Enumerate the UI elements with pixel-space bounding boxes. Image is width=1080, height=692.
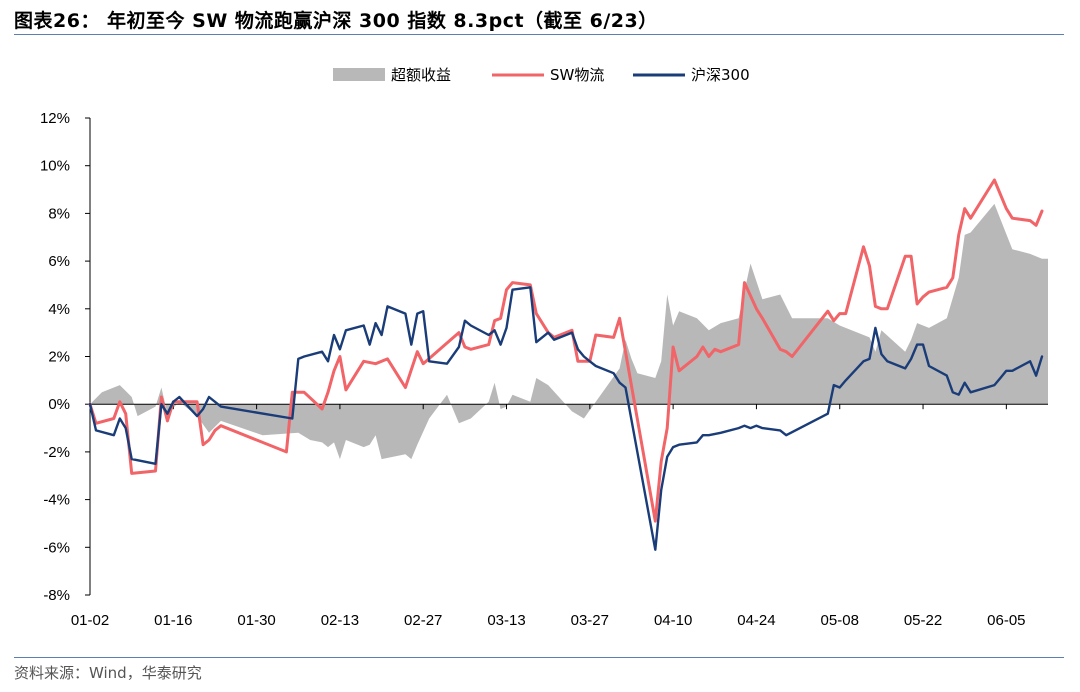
sw-logistics-line (88, 178, 1044, 523)
x-tick-label: 01-30 (237, 612, 275, 629)
x-tick-label: 01-02 (71, 612, 109, 629)
x-tick-label: 04-10 (654, 612, 692, 629)
legend-label: 超额收益 (391, 66, 451, 84)
area-layer (90, 203, 1048, 460)
x-tick-label: 06-05 (987, 612, 1025, 629)
excess-return-area (90, 203, 1048, 460)
y-tick-label: 10% (40, 158, 70, 175)
figure-title: 图表26： 年初至今 SW 物流跑赢沪深 300 指数 8.3pct（截至 6/… (14, 10, 658, 32)
legend-excess: 超额收益 (333, 66, 451, 84)
y-tick-label: -4% (43, 492, 70, 509)
legend-label: SW物流 (550, 66, 604, 84)
y-tick-label: 4% (48, 301, 70, 318)
y-tick-label: 2% (48, 349, 70, 366)
x-tick-label: 04-24 (737, 612, 775, 629)
y-tick-label: 6% (48, 253, 70, 270)
legend-hs300: 沪深300 (633, 66, 750, 84)
x-tick-label: 05-08 (821, 612, 859, 629)
y-tick-label: -8% (43, 587, 70, 604)
legend-swatch (333, 68, 385, 81)
chart-legend: 超额收益 SW物流 沪深300 (333, 66, 750, 84)
footer-rule (14, 657, 1064, 658)
y-tick-label: -6% (43, 539, 70, 556)
excess-return-chart: 12% 10% 8% 6% 4% 2% 0% -2% -4% -6% -8%01-02 01-16 01… (40, 66, 1048, 629)
legend-sw: SW物流 (492, 66, 604, 84)
y-tick-label: 8% (48, 205, 70, 222)
x-tick-label: 02-13 (321, 612, 359, 629)
x-tick-label: 02-27 (404, 612, 442, 629)
x-tick-label: 01-16 (154, 612, 192, 629)
x-tick-label: 03-13 (487, 612, 525, 629)
y-tick-label: -2% (43, 444, 70, 461)
hs300-line (88, 286, 1044, 551)
source-note: 资料来源：Wind，华泰研究 (14, 664, 202, 682)
title-rule (14, 34, 1064, 35)
legend-label: 沪深300 (691, 66, 750, 84)
line-layer (88, 178, 1044, 551)
y-tick-label: 12% (40, 110, 70, 127)
x-tick-label: 03-27 (571, 612, 609, 629)
axes-layer: 12% 10% 8% 6% 4% 2% 0% -2% -4% -6% -8%01-02 01-16 01… (40, 110, 1048, 629)
y-tick-label: 0% (48, 396, 70, 413)
x-tick-label: 05-22 (904, 612, 942, 629)
